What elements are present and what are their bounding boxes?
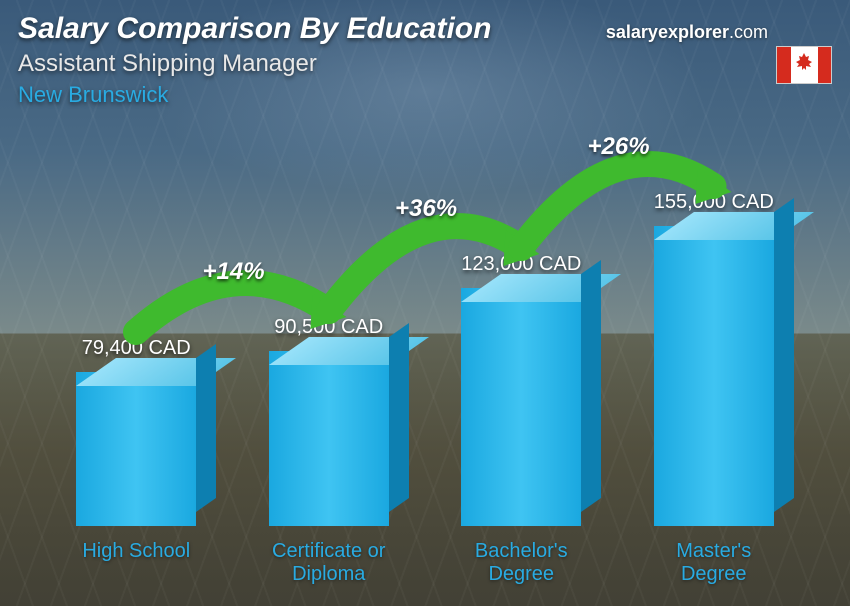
header: Salary Comparison By Education Assistant…	[18, 12, 491, 108]
category-label: Bachelor'sDegree	[437, 540, 606, 586]
bar-1: 90,500 CAD	[244, 316, 413, 526]
increase-pct-label: +36%	[395, 195, 457, 223]
bar-value-label: 90,500 CAD	[274, 316, 383, 339]
bar-value-label: 155,000 CAD	[654, 191, 774, 214]
increase-pct-label: +26%	[587, 133, 649, 161]
bar-2: 123,000 CAD	[437, 253, 606, 526]
bar-value-label: 123,000 CAD	[461, 253, 581, 276]
category-labels: High School Certificate orDiploma Bachelor…	[40, 540, 810, 586]
bars-container: 79,400 CAD 90,500 CAD 123,000 CAD 155,000 C…	[40, 130, 810, 526]
bar-value-label: 79,400 CAD	[82, 337, 191, 360]
flag-canada-icon	[776, 46, 832, 84]
bar-front-face	[461, 288, 581, 526]
bar-0: 79,400 CAD	[52, 337, 221, 526]
bar-side-face	[196, 344, 216, 512]
bar-side-face	[774, 198, 794, 512]
brand-label: salaryexplorer.com	[606, 22, 768, 43]
bar-front-face	[76, 372, 196, 526]
bar-front-face	[269, 351, 389, 526]
page-title: Salary Comparison By Education	[18, 12, 491, 46]
category-label: High School	[52, 540, 221, 586]
subtitle: Assistant Shipping Manager	[18, 50, 491, 78]
bar-side-face	[389, 323, 409, 512]
salary-chart: 79,400 CAD 90,500 CAD 123,000 CAD 155,000 C…	[40, 130, 810, 586]
location: New Brunswick	[18, 82, 491, 108]
increase-pct-label: +14%	[202, 258, 264, 286]
bar-front-face	[654, 226, 774, 526]
category-label: Master'sDegree	[629, 540, 798, 586]
bar-side-face	[581, 260, 601, 512]
brand-name: salaryexplorer	[606, 22, 729, 42]
brand-domain: .com	[729, 22, 768, 42]
category-label: Certificate orDiploma	[244, 540, 413, 586]
bar-3: 155,000 CAD	[629, 191, 798, 526]
